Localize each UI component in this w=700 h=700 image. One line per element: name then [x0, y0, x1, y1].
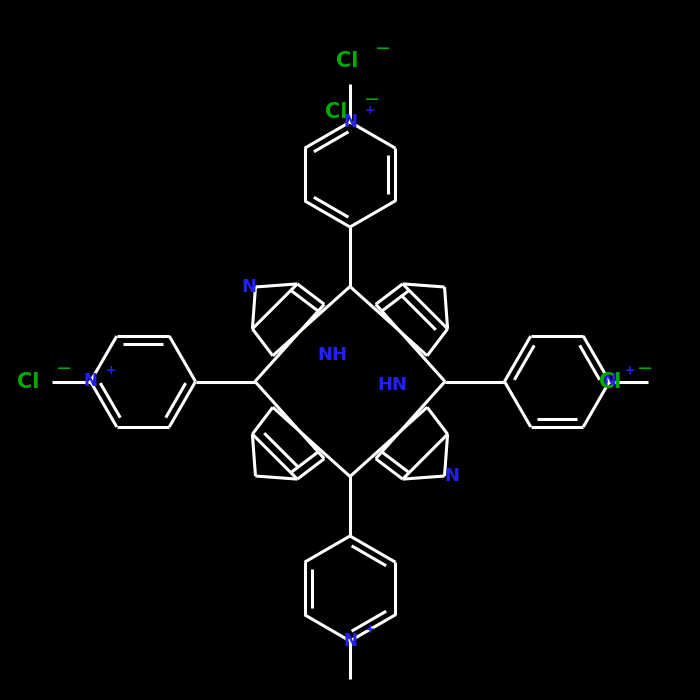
Text: −: − [364, 90, 380, 109]
Text: N: N [241, 278, 256, 296]
Text: +: + [624, 364, 635, 377]
Text: −: − [56, 359, 72, 379]
Text: +: + [365, 623, 375, 636]
Text: −: − [637, 359, 653, 379]
Text: Cl: Cl [336, 51, 358, 71]
Text: N: N [343, 113, 357, 131]
Text: Cl: Cl [326, 102, 348, 122]
Text: Cl: Cl [598, 372, 621, 391]
Text: N: N [343, 632, 357, 650]
Text: NH: NH [318, 346, 347, 364]
Text: +: + [365, 104, 375, 118]
Text: N: N [83, 372, 97, 391]
Text: N: N [603, 372, 617, 391]
Text: −: − [374, 38, 391, 58]
Text: Cl: Cl [18, 372, 40, 391]
Text: +: + [105, 364, 116, 377]
Text: N: N [444, 467, 459, 485]
Text: HN: HN [377, 376, 407, 394]
